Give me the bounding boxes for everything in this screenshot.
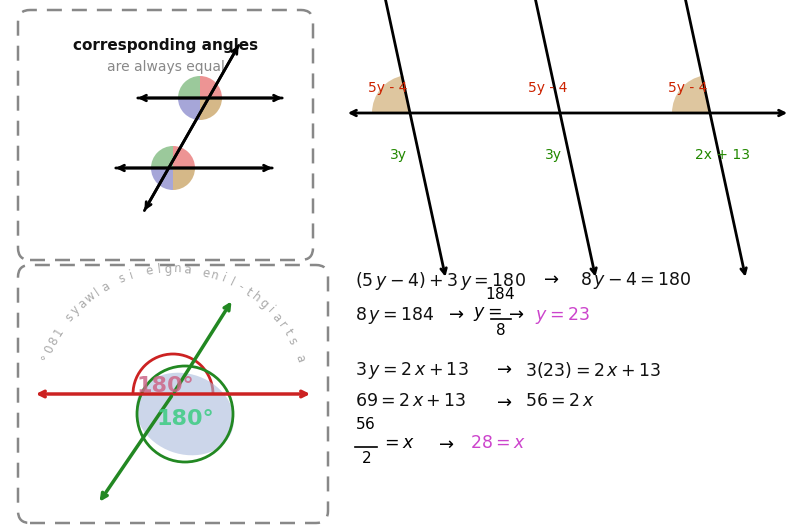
Text: t: t	[281, 327, 294, 338]
Text: l: l	[157, 263, 162, 276]
Text: l: l	[93, 286, 102, 298]
Text: s: s	[117, 272, 128, 286]
Text: are always equal: are always equal	[106, 60, 225, 74]
Text: y: y	[69, 303, 83, 317]
Text: $\rightarrow$: $\rightarrow$	[493, 360, 513, 378]
Wedge shape	[173, 146, 195, 168]
Text: 5y - 4: 5y - 4	[528, 81, 567, 95]
Text: i: i	[128, 269, 135, 282]
Text: $28=x$: $28=x$	[470, 435, 526, 452]
Text: -: -	[235, 280, 246, 294]
Text: °: °	[39, 353, 54, 363]
Text: n: n	[209, 268, 220, 283]
Text: corresponding angles: corresponding angles	[73, 38, 258, 53]
Text: $3\,y=2\,x+13$: $3\,y=2\,x+13$	[355, 360, 469, 381]
Wedge shape	[151, 146, 173, 168]
Wedge shape	[173, 168, 195, 190]
Text: t: t	[243, 285, 254, 299]
Text: $(5\,y-4)+3\,y=180$: $(5\,y-4)+3\,y=180$	[355, 270, 526, 292]
Text: $\rightarrow$: $\rightarrow$	[445, 305, 465, 323]
Text: a: a	[183, 263, 191, 277]
Text: h: h	[249, 290, 263, 305]
Text: s: s	[285, 335, 299, 346]
Text: a: a	[76, 296, 90, 311]
Text: 3y: 3y	[545, 148, 562, 162]
Text: i: i	[264, 305, 276, 316]
Text: $56$: $56$	[355, 416, 375, 432]
Text: n: n	[174, 262, 182, 276]
Wedge shape	[200, 98, 222, 120]
Text: $y=$: $y=$	[473, 305, 502, 323]
Text: $56=2\,x$: $56=2\,x$	[525, 393, 594, 410]
Text: 5y - 4: 5y - 4	[368, 81, 407, 95]
Wedge shape	[178, 98, 200, 120]
Text: 2x + 13: 2x + 13	[695, 148, 750, 162]
Text: a: a	[269, 310, 284, 324]
Text: $=x$: $=x$	[381, 435, 414, 452]
Text: $69=2\,x+13$: $69=2\,x+13$	[355, 393, 466, 410]
Ellipse shape	[136, 373, 234, 455]
Text: a: a	[293, 352, 307, 363]
Text: $8\,y-4=180$: $8\,y-4=180$	[580, 270, 692, 291]
Wedge shape	[372, 76, 410, 113]
Text: $8$: $8$	[494, 322, 506, 338]
Text: $y=23$: $y=23$	[535, 305, 590, 326]
Text: e: e	[145, 264, 154, 278]
Text: e: e	[201, 266, 210, 280]
Wedge shape	[178, 76, 200, 98]
Text: 8: 8	[46, 334, 62, 347]
Text: $2$: $2$	[361, 450, 371, 466]
Text: r: r	[275, 319, 289, 331]
Text: w: w	[82, 289, 98, 306]
Text: $\rightarrow$: $\rightarrow$	[540, 270, 560, 288]
Wedge shape	[200, 76, 222, 98]
Text: g: g	[164, 262, 172, 276]
Text: 180°: 180°	[136, 376, 194, 396]
Wedge shape	[151, 168, 173, 190]
Text: 0: 0	[42, 343, 57, 355]
Text: i: i	[219, 272, 227, 286]
Text: l: l	[228, 276, 237, 289]
Text: $\rightarrow$: $\rightarrow$	[435, 435, 455, 453]
Text: $3(23)=2\,x+13$: $3(23)=2\,x+13$	[525, 360, 662, 380]
Text: $184$: $184$	[485, 286, 515, 302]
Text: g: g	[256, 296, 270, 311]
Text: 3y: 3y	[390, 148, 407, 162]
Text: 180°: 180°	[156, 409, 214, 429]
Text: a: a	[99, 280, 112, 295]
Text: 5y - 4: 5y - 4	[668, 81, 707, 95]
Wedge shape	[672, 76, 710, 113]
Text: 1: 1	[51, 326, 66, 339]
Text: s: s	[62, 310, 77, 324]
Text: $\rightarrow$: $\rightarrow$	[505, 305, 525, 323]
Text: $\rightarrow$: $\rightarrow$	[493, 393, 513, 411]
Text: $8\,y=184$: $8\,y=184$	[355, 305, 434, 326]
